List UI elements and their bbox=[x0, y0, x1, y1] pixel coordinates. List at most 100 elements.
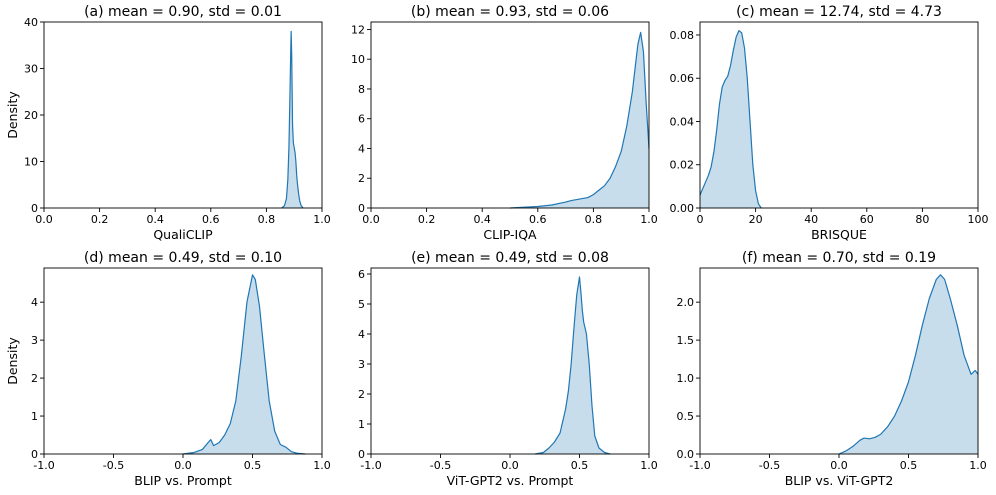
x-axis-label: BLIP vs. Prompt bbox=[134, 473, 232, 488]
x-tick-label: 0.6 bbox=[202, 213, 220, 226]
x-tick-label: 100 bbox=[968, 213, 989, 226]
y-tick-label: 3 bbox=[358, 358, 365, 371]
y-tick-label: 40 bbox=[24, 16, 38, 29]
panel-title: (f) mean = 0.70, std = 0.19 bbox=[742, 250, 936, 266]
panel-title: (c) mean = 12.74, std = 4.73 bbox=[736, 4, 942, 20]
x-tick-label: 0.6 bbox=[529, 213, 547, 226]
y-tick-label: 0.00 bbox=[670, 202, 695, 215]
x-axis-label: BRISQUE bbox=[811, 227, 867, 242]
density-line bbox=[182, 274, 306, 455]
x-tick-label: 80 bbox=[915, 213, 929, 226]
y-tick-label: 0 bbox=[358, 448, 365, 461]
y-tick-label: 5 bbox=[358, 298, 365, 311]
x-tick-label: 20 bbox=[749, 213, 763, 226]
x-tick-label: -0.5 bbox=[103, 459, 124, 472]
density-line bbox=[509, 31, 650, 209]
chart-panel-4: -1.0 -0.5 0.0 0.5 1.0 0 1 2 3 4 (d) mean = 0.49, s… bbox=[5, 250, 331, 488]
y-tick-label: 8 bbox=[358, 83, 365, 96]
density-line bbox=[699, 30, 762, 209]
density-line bbox=[838, 274, 979, 455]
panel-title: (e) mean = 0.49, std = 0.08 bbox=[411, 250, 609, 266]
x-tick-label: 0.0 bbox=[35, 213, 53, 226]
x-tick-label: 0.0 bbox=[830, 459, 848, 472]
y-tick-label: 2 bbox=[358, 172, 365, 185]
y-tick-label: 0.0 bbox=[677, 448, 695, 461]
y-tick-label: 0.04 bbox=[670, 115, 695, 128]
x-tick-label: 0.2 bbox=[418, 213, 436, 226]
y-tick-label: 1 bbox=[31, 410, 38, 423]
density-area bbox=[183, 274, 306, 454]
x-tick-label: 0.4 bbox=[146, 213, 164, 226]
y-tick-label: 30 bbox=[24, 63, 38, 76]
y-tick-label: 0 bbox=[358, 202, 365, 215]
y-tick-label: 0.06 bbox=[670, 72, 695, 85]
panel-title: (b) mean = 0.93, std = 0.06 bbox=[411, 4, 609, 20]
y-tick-label: 0.08 bbox=[670, 29, 695, 42]
density-area bbox=[510, 32, 649, 208]
y-tick-label: 2.0 bbox=[677, 296, 695, 309]
panel-title: (d) mean = 0.49, std = 0.10 bbox=[84, 250, 282, 266]
x-tick-label: -1.0 bbox=[33, 459, 54, 472]
y-tick-label: 12 bbox=[351, 23, 365, 36]
x-tick-label: 1.0 bbox=[313, 459, 331, 472]
x-tick-label: 0.2 bbox=[91, 213, 109, 226]
x-tick-label: 0.5 bbox=[900, 459, 918, 472]
x-tick-label: 1.0 bbox=[969, 459, 987, 472]
axes-frame bbox=[370, 21, 650, 209]
x-tick-label: 0.8 bbox=[585, 213, 603, 226]
y-tick-label: 3 bbox=[31, 334, 38, 347]
y-tick-label: 10 bbox=[351, 53, 365, 66]
density-line bbox=[281, 30, 304, 209]
y-tick-label: 1.0 bbox=[677, 372, 695, 385]
y-tick-label: 4 bbox=[358, 328, 365, 341]
x-tick-label: 0.5 bbox=[244, 459, 262, 472]
x-tick-label: -0.5 bbox=[759, 459, 780, 472]
x-tick-label: 0.0 bbox=[174, 459, 192, 472]
x-tick-label: 40 bbox=[804, 213, 818, 226]
x-tick-label: 0.4 bbox=[473, 213, 491, 226]
y-tick-label: 1.5 bbox=[677, 334, 695, 347]
chart-panel-5: -1.0 -0.5 0.0 0.5 1.0 0 1 2 3 4 5 6 (e) mean = 0.49,… bbox=[358, 250, 658, 488]
density-line bbox=[534, 276, 611, 455]
x-tick-label: 0 bbox=[697, 213, 704, 226]
y-tick-label: 4 bbox=[358, 142, 365, 155]
y-axis-label: Density bbox=[5, 91, 20, 139]
y-tick-label: 0 bbox=[31, 448, 38, 461]
x-tick-label: 1.0 bbox=[640, 459, 658, 472]
y-tick-label: 0.02 bbox=[670, 159, 695, 172]
x-tick-label: 0.8 bbox=[258, 213, 276, 226]
axes-frame bbox=[699, 21, 979, 209]
x-axis-label: QualiCLIP bbox=[153, 227, 213, 242]
x-tick-label: 0.5 bbox=[571, 459, 589, 472]
x-axis-label: CLIP-IQA bbox=[483, 227, 537, 242]
x-axis-label: BLIP vs. ViT-GPT2 bbox=[785, 473, 894, 488]
density-area bbox=[700, 30, 762, 209]
y-tick-label: 1 bbox=[358, 418, 365, 431]
y-tick-label: 6 bbox=[358, 268, 365, 281]
x-tick-label: -1.0 bbox=[689, 459, 710, 472]
y-tick-label: 4 bbox=[31, 296, 38, 309]
x-tick-label: 1.0 bbox=[313, 213, 331, 226]
y-tick-label: 2 bbox=[31, 372, 38, 385]
chart-panel-6: -1.0 -0.5 0.0 0.5 1.0 0.0 0.5 1.0 1.5 2.0 (f) mean… bbox=[677, 250, 987, 488]
y-tick-label: 0 bbox=[31, 202, 38, 215]
x-tick-label: -0.5 bbox=[430, 459, 451, 472]
chart-panel-1: 0.0 0.2 0.4 0.6 0.8 1.0 0 10 20 30 40 (a) mean = 0.… bbox=[5, 4, 331, 242]
y-tick-label: 10 bbox=[24, 156, 38, 169]
x-tick-label: 1.0 bbox=[640, 213, 658, 226]
chart-panel-2: 0.0 0.2 0.4 0.6 0.8 1.0 0 2 4 6 8 10 12 (b) mean = 0.… bbox=[351, 4, 658, 242]
y-tick-label: 2 bbox=[358, 388, 365, 401]
panel-title: (a) mean = 0.90, std = 0.01 bbox=[84, 4, 282, 20]
density-area bbox=[535, 277, 611, 454]
x-tick-label: 60 bbox=[860, 213, 874, 226]
density-area bbox=[839, 274, 978, 454]
x-tick-label: 0.0 bbox=[501, 459, 519, 472]
y-tick-label: 0.5 bbox=[677, 410, 695, 423]
x-tick-label: 0.0 bbox=[362, 213, 380, 226]
chart-panel-3: 0 20 40 60 80 100 0.00 0.02 0.04 0.06 0.08 (c) mean… bbox=[670, 4, 989, 242]
y-axis-label: Density bbox=[5, 337, 20, 385]
y-tick-label: 6 bbox=[358, 113, 365, 126]
x-axis-label: ViT-GPT2 vs. Prompt bbox=[447, 473, 574, 488]
